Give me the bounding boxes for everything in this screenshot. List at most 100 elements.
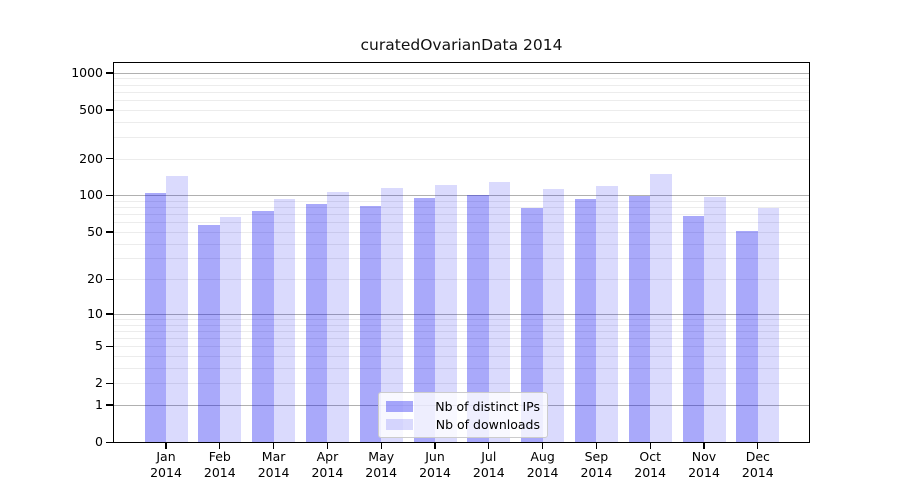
gridline-minor	[114, 346, 809, 348]
bar-downloads	[327, 191, 349, 442]
x-tick	[541, 443, 544, 449]
bar-downloads	[542, 188, 565, 442]
y-tick	[106, 441, 113, 443]
plot-area: Nb of distinct IPs Nb of downloads	[113, 62, 810, 443]
gridline-minor	[114, 200, 809, 202]
y-tick	[106, 109, 113, 111]
x-tick-label: Feb 2014	[203, 449, 236, 480]
bar-downloads	[704, 196, 726, 442]
y-tick	[106, 345, 113, 348]
gridline-minor	[114, 91, 809, 93]
y-tick	[106, 382, 113, 385]
x-tick	[272, 443, 275, 449]
y-tick-label: 50	[87, 223, 103, 239]
bar-distinct-ips	[252, 211, 274, 442]
bar-downloads	[650, 173, 672, 442]
x-tick-label: May 2014	[365, 449, 398, 480]
gridline-minor	[114, 207, 809, 209]
gridline-minor	[114, 231, 809, 233]
bar-distinct-ips	[574, 199, 597, 442]
x-tick	[326, 443, 329, 449]
y-tick	[106, 72, 113, 74]
bar-downloads	[273, 199, 296, 442]
gridline-minor	[114, 214, 809, 216]
gridline-minor	[114, 367, 809, 369]
y-tick-label: 1	[95, 396, 103, 412]
x-tick	[165, 443, 167, 449]
y-tick-label: 10	[87, 305, 103, 321]
gridline-minor	[114, 84, 809, 86]
gridline-minor	[114, 100, 809, 101]
bar-downloads	[435, 185, 457, 442]
y-tick-label: 1000	[71, 64, 103, 80]
gridline-minor	[114, 136, 809, 138]
legend-swatch-distinct-ips	[386, 400, 413, 412]
x-tick	[595, 443, 598, 449]
bar-downloads	[381, 187, 403, 442]
gridline-minor	[114, 279, 809, 281]
y-tick-label: 200	[79, 150, 103, 166]
y-tick	[106, 158, 113, 160]
gridline-major	[114, 313, 809, 315]
gridline-minor	[114, 355, 809, 357]
gridline-minor	[114, 318, 809, 320]
gridline-minor	[114, 383, 809, 385]
x-tick	[434, 443, 436, 449]
bar-distinct-ips	[198, 224, 220, 442]
y-tick	[106, 404, 113, 406]
x-tick-label: Oct 2014	[634, 449, 667, 480]
chart-title: curatedOvarianData 2014	[360, 36, 563, 54]
y-tick-label: 2	[95, 375, 103, 391]
y-tick-label: 5	[95, 338, 103, 354]
y-tick	[106, 194, 113, 197]
x-tick	[380, 443, 382, 449]
y-tick-label: 0	[95, 434, 103, 449]
x-tick-label: Sep 2014	[580, 449, 613, 480]
bar-downloads	[166, 176, 188, 442]
bar-distinct-ips	[413, 197, 435, 442]
x-tick-label: Dec 2014	[741, 449, 774, 480]
gridline-major	[114, 195, 809, 197]
bar-distinct-ips	[736, 230, 758, 442]
bar-distinct-ips	[682, 215, 704, 442]
y-tick-label: 500	[79, 101, 103, 117]
x-tick-label: Apr 2014	[311, 449, 344, 480]
gridline-minor	[114, 222, 809, 224]
bar-downloads	[757, 207, 780, 442]
gridline-major	[114, 72, 809, 74]
bar-downloads	[219, 217, 242, 442]
x-tick	[649, 443, 651, 449]
gridline-minor	[114, 243, 809, 245]
x-tick-label: Jun 2014	[419, 449, 451, 480]
gridline-minor	[114, 158, 809, 160]
bar-distinct-ips	[467, 194, 489, 442]
x-tick-label: Jan 2014	[150, 449, 182, 480]
bar-distinct-ips	[305, 203, 328, 442]
y-tick	[106, 231, 113, 233]
y-tick	[106, 313, 113, 315]
legend: Nb of distinct IPs Nb of downloads	[378, 392, 548, 438]
gridline-minor	[114, 258, 809, 260]
bar-distinct-ips	[521, 207, 543, 442]
bar-distinct-ips	[359, 206, 382, 442]
x-tick	[757, 443, 759, 449]
x-tick-label: Aug 2014	[526, 449, 559, 480]
x-tick	[488, 443, 490, 449]
bar-distinct-ips	[144, 192, 166, 442]
y-tick	[106, 278, 113, 281]
legend-label-downloads: Nb of downloads	[435, 416, 540, 432]
gridline-minor	[114, 78, 809, 80]
y-tick-label: 20	[87, 271, 103, 287]
x-tick-label: Nov 2014	[688, 449, 720, 480]
gridline-minor	[114, 324, 809, 326]
bar-distinct-ips	[628, 195, 651, 442]
gridline-minor	[114, 109, 809, 111]
legend-item-downloads: Nb of downloads	[386, 417, 540, 432]
bar-downloads	[488, 182, 511, 442]
bar-downloads	[596, 186, 618, 442]
legend-label-distinct-ips: Nb of distinct IPs	[435, 398, 540, 414]
x-tick	[703, 443, 705, 449]
gridline-minor	[114, 121, 809, 123]
legend-swatch-downloads	[386, 418, 413, 430]
